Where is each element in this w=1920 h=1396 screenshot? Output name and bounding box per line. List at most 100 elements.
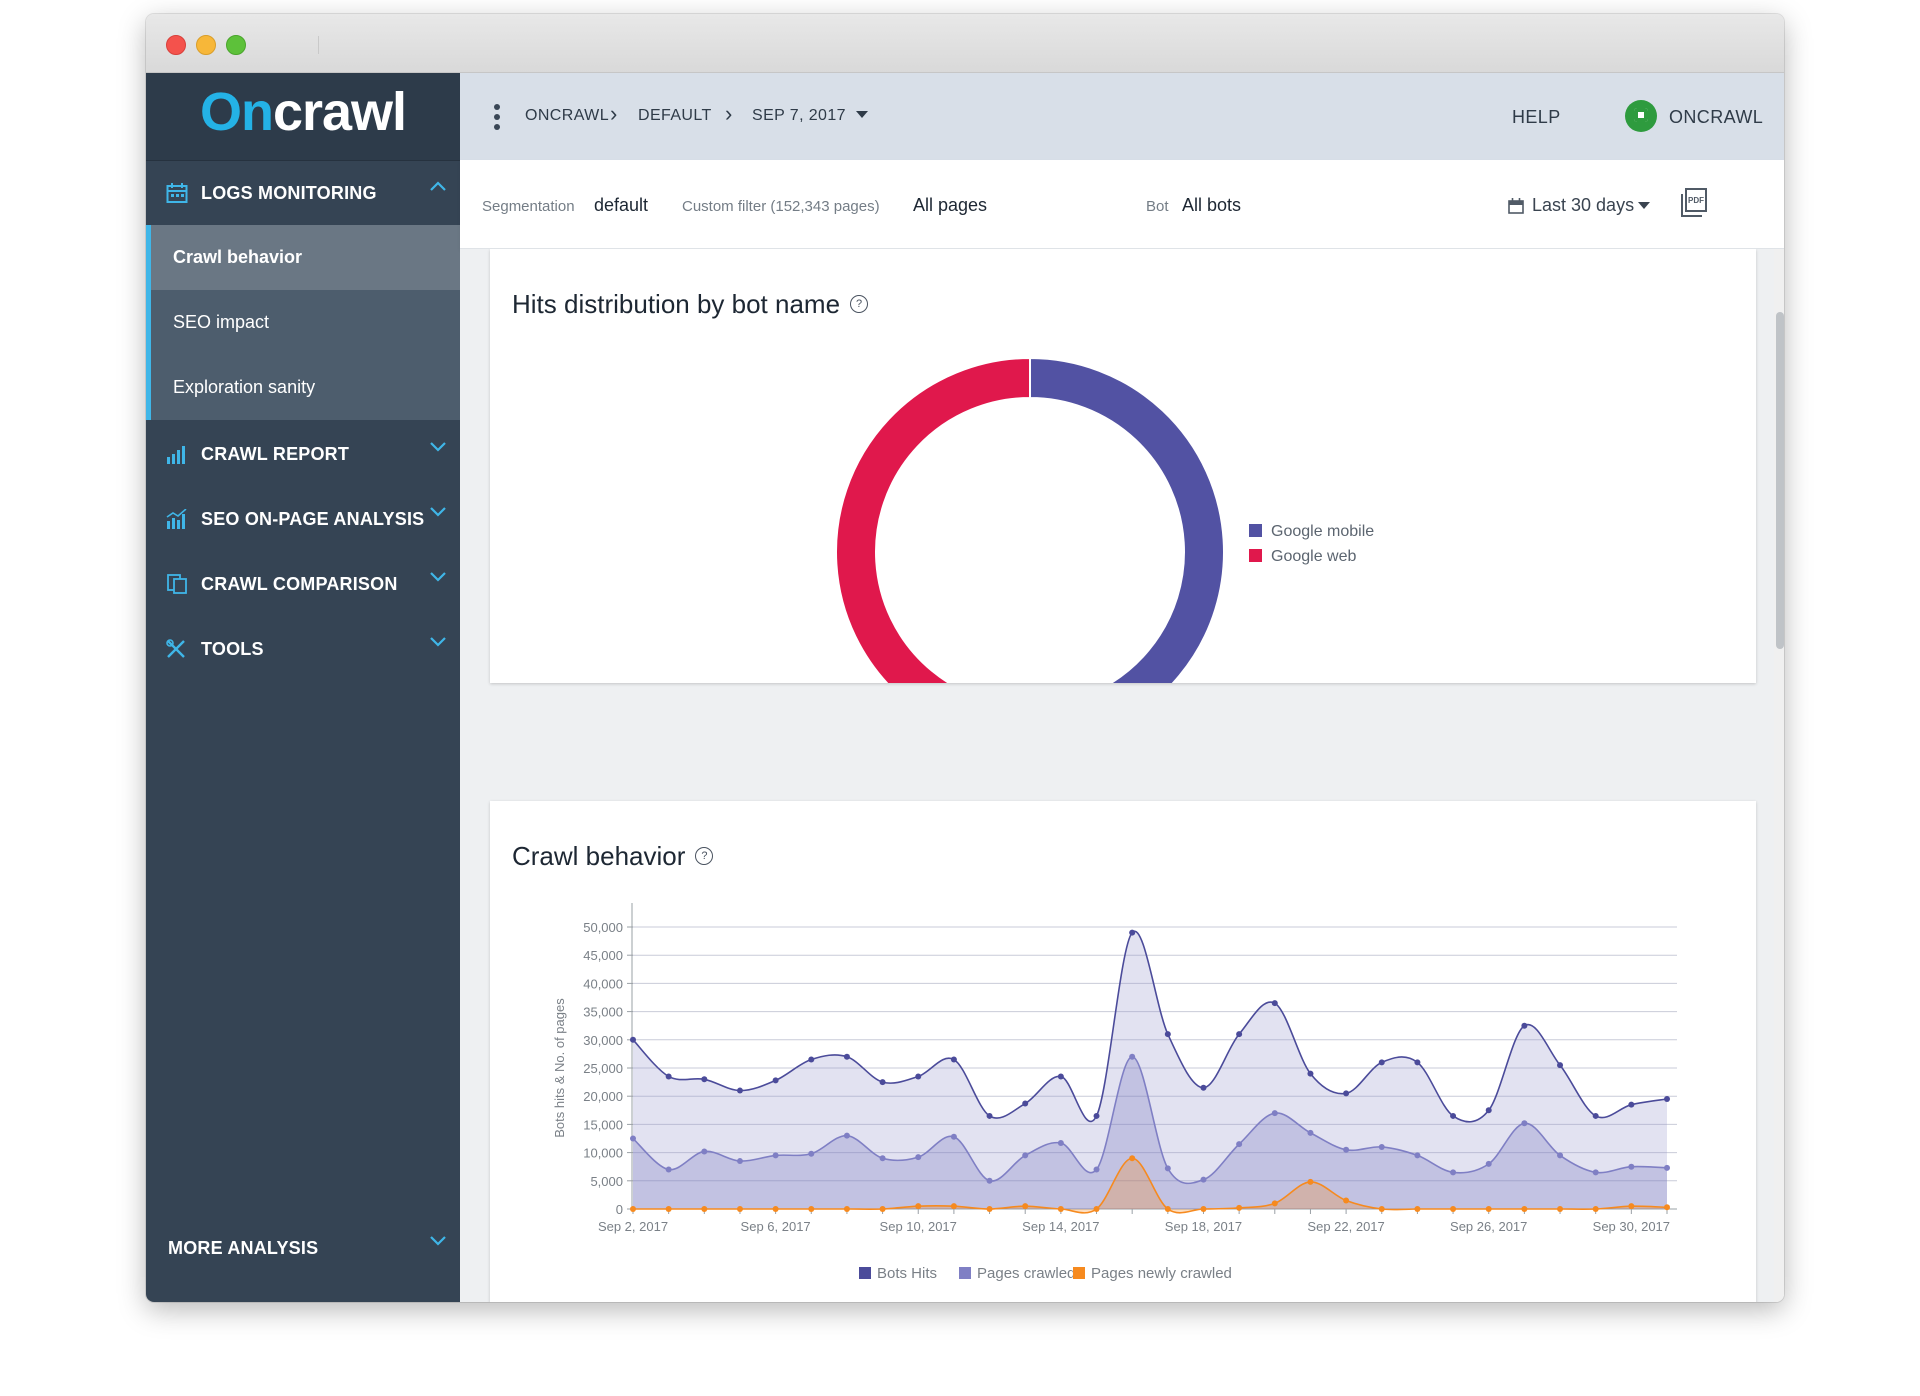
legend-label: Bots Hits (877, 1265, 937, 1282)
y-tick-label: 50,000 (583, 920, 623, 935)
pages-crawled-point (736, 1158, 743, 1165)
sidebar-item-seo-impact[interactable]: SEO impact (146, 290, 460, 355)
bots-hits-point (1057, 1073, 1064, 1080)
y-tick-label: 35,000 (583, 1005, 623, 1020)
compare-icon (167, 574, 187, 594)
pdf-export-icon[interactable]: PDF (1680, 188, 1708, 218)
chevron-up-icon (430, 175, 446, 196)
legend-label: Google mobile (1271, 523, 1374, 540)
pages-crawled-point (915, 1154, 922, 1161)
segmentation-select[interactable]: default (594, 195, 649, 215)
legend-swatch (959, 1267, 971, 1279)
bots-hits-point (1343, 1090, 1350, 1097)
bots-hits-point (1129, 929, 1136, 936)
oncrawl-logo[interactable]: Oncrawl (146, 73, 460, 161)
legend-label: Google web (1271, 548, 1356, 565)
pages-crawled-area (633, 1056, 1667, 1209)
breadcrumb-oncrawl[interactable]: ONCRAWL (525, 107, 609, 124)
breadcrumb-default[interactable]: DEFAULT (638, 107, 712, 124)
sidebar-item-exploration-sanity[interactable]: Exploration sanity (146, 355, 460, 420)
crawl-title: Crawl behavior (512, 841, 686, 871)
legend-swatch (1073, 1267, 1085, 1279)
bots-hits-point (1414, 1059, 1421, 1066)
pages-crawled-point (1343, 1146, 1350, 1153)
pages-newly-crawled-point (1414, 1206, 1421, 1212)
bots-hits-point (1664, 1096, 1670, 1103)
user-avatar[interactable] (1625, 100, 1657, 132)
sidebar-item-label: Crawl behavior (173, 247, 303, 267)
y-tick-label: 5,000 (590, 1174, 623, 1189)
minimize-window-button[interactable] (196, 35, 216, 55)
dropdown-caret-icon[interactable] (856, 111, 868, 118)
bots-hits-point (1236, 1031, 1243, 1038)
pages-crawled-point (1022, 1152, 1029, 1159)
content-scrollbar[interactable] (1774, 249, 1784, 1302)
pages-newly-crawled-point (1307, 1178, 1314, 1185)
logo-part-on: On (199, 82, 274, 142)
user-menu[interactable]: ONCRAWL (1669, 107, 1764, 127)
help-circle-icon[interactable]: ? (695, 847, 714, 866)
pages-crawled-point (950, 1133, 957, 1140)
x-tick-label: Sep 6, 2017 (741, 1219, 811, 1234)
zoom-window-button[interactable] (226, 35, 246, 55)
pages-newly-crawled-point (1592, 1206, 1599, 1212)
y-tick-label: 10,000 (583, 1146, 623, 1161)
sidebar-item-crawl-behavior[interactable]: Crawl behavior (146, 225, 460, 290)
pages-newly-crawled-point (1022, 1203, 1029, 1210)
pages-crawled-point (1521, 1120, 1528, 1127)
pages-newly-crawled-area (633, 1158, 1667, 1213)
pages-newly-crawled-point (1378, 1206, 1385, 1212)
help-link[interactable]: HELP (1512, 107, 1561, 127)
pages-crawled-point (1307, 1129, 1314, 1136)
pages-crawled-point (1557, 1152, 1564, 1159)
x-tick-label: Sep 14, 2017 (1022, 1219, 1099, 1234)
date-range-select[interactable]: Last 30 days (1532, 195, 1635, 215)
pages-crawled-point (1414, 1152, 1421, 1159)
chevron-down-icon (430, 566, 446, 587)
bar-chart-icon (167, 446, 185, 464)
legend-label: Pages newly crawled (1091, 1265, 1232, 1282)
custom-filter-select[interactable]: All pages (913, 195, 988, 215)
help-circle-icon[interactable]: ? (850, 295, 869, 314)
pages-newly-crawled-point (1485, 1206, 1492, 1212)
nav-seo-on-page-analysis[interactable]: SEO ON-PAGE ANALYSIS (146, 487, 460, 551)
pages-crawled-point (665, 1166, 672, 1173)
card-title: Crawl behavior? (512, 841, 714, 872)
pages-newly-crawled-point (1628, 1203, 1635, 1210)
nav-more-analysis[interactable]: MORE ANALYSIS (146, 1216, 460, 1280)
bots-hits-point (1485, 1107, 1492, 1114)
filter-bar: Segmentation default Custom filter (152,… (460, 160, 1784, 249)
bot-select[interactable]: All bots (1182, 195, 1242, 215)
nav-crawl-comparison[interactable]: CRAWL COMPARISON (146, 552, 460, 616)
bots-hits-point (736, 1087, 743, 1094)
bots-hits-area (633, 931, 1667, 1209)
bots-hits-point (986, 1112, 993, 1119)
nav-crawl-report[interactable]: CRAWL REPORT (146, 422, 460, 486)
pages-crawled-point (772, 1152, 779, 1159)
bots-hits-point (879, 1079, 886, 1086)
window-titlebar (146, 14, 1784, 73)
dropdown-caret-icon[interactable] (1638, 202, 1650, 209)
close-window-button[interactable] (166, 35, 186, 55)
pages-newly-crawled-point (1236, 1204, 1243, 1211)
breadcrumb-date[interactable]: SEP 7, 2017 (752, 107, 846, 124)
bots-hits-point (630, 1036, 636, 1043)
nav-logs-monitoring[interactable]: LOGS MONITORING (146, 161, 460, 225)
crawl-behavior-card: Crawl behavior? 0 5,000 10,000 15,000 20,000… (490, 801, 1756, 1302)
pages-newly-crawled-point (1200, 1206, 1207, 1212)
chevron-right-icon: › (610, 101, 618, 126)
y-tick-label: 20,000 (583, 1089, 623, 1104)
chevron-down-icon (430, 501, 446, 522)
bots-hits-point (1093, 1112, 1100, 1119)
analysis-icon (166, 509, 187, 529)
legend-swatch (859, 1267, 871, 1279)
bots-hits-point (915, 1073, 922, 1080)
donut-slice (835, 356, 1031, 683)
nav-tools[interactable]: TOOLS (146, 617, 460, 681)
bots-hits-point (1307, 1070, 1314, 1077)
scrollbar-thumb[interactable] (1776, 312, 1784, 649)
nav-tools-label: TOOLS (201, 639, 264, 659)
x-tick-label: Sep 2, 2017 (598, 1219, 668, 1234)
more-vert-icon[interactable] (494, 104, 500, 134)
bot-label: Bot (1146, 198, 1169, 215)
